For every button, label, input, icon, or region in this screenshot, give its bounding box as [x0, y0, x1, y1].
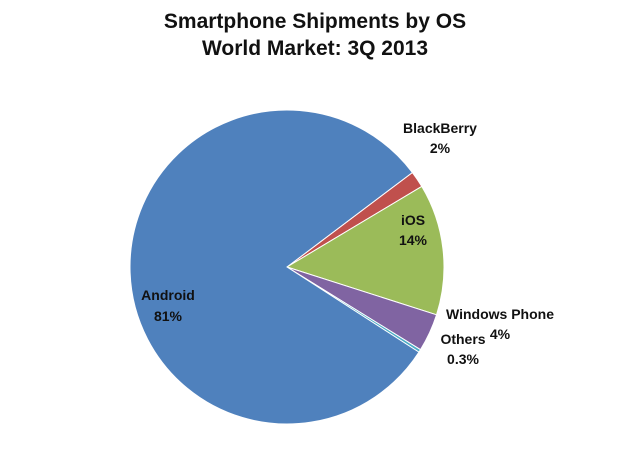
chart-title-block: Smartphone Shipments by OS World Market:… — [0, 8, 630, 62]
slice-value-android: 81% — [154, 308, 183, 324]
chart-title: Smartphone Shipments by OS — [163, 10, 467, 33]
slice-value-windows-phone: 4% — [490, 326, 511, 342]
slice-label-others: Others — [440, 331, 485, 347]
slice-label-ios: iOS — [401, 212, 425, 228]
pie-slices — [129, 109, 445, 425]
pie-slice-android — [129, 109, 420, 425]
slice-label-blackberry: BlackBerry — [403, 120, 477, 136]
pie-slice-ios — [285, 185, 445, 316]
slice-value-blackberry: 2% — [430, 140, 451, 156]
slice-label-android: Android — [141, 287, 195, 303]
pie-labels: BlackBerry 2% iOS 14% Windows Phone 4% Others 0… — [141, 120, 554, 367]
slice-value-others: 0.3% — [447, 351, 479, 367]
chart-subtitle: World Market: 3Q 2013 — [201, 37, 429, 60]
slice-label-windows-phone: Windows Phone — [446, 306, 554, 322]
slice-value-ios: 14% — [399, 232, 428, 248]
